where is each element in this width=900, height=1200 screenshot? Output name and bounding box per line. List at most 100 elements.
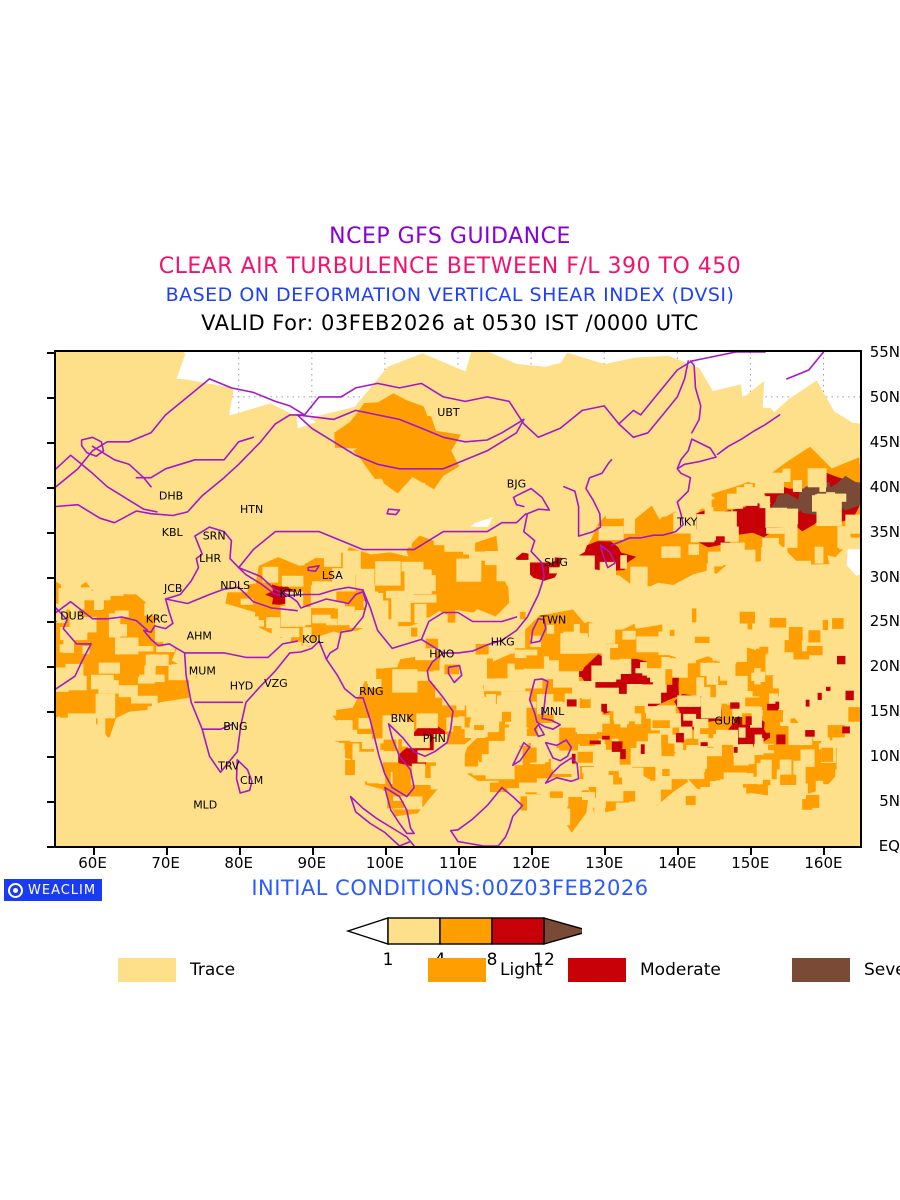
legend-item: Light xyxy=(428,958,542,982)
lon-tick-label: 80E xyxy=(224,854,253,872)
cat-contour-field xyxy=(56,352,860,846)
city-label: KOL xyxy=(302,633,324,646)
city-label: SRN xyxy=(203,530,226,543)
legend: Trace Light Moderate Severe xyxy=(0,958,900,986)
lon-tick-mark xyxy=(604,848,607,855)
coastlines-and-borders xyxy=(56,352,825,846)
legend-swatch xyxy=(568,958,626,982)
lat-tick-label: 30N xyxy=(869,567,900,586)
legend-label: Severe xyxy=(864,959,900,980)
legend-label: Light xyxy=(500,959,543,980)
lat-tick-mark xyxy=(47,576,54,579)
lon-tick-mark xyxy=(531,848,534,855)
city-label: UBT xyxy=(437,406,460,419)
lon-tick-mark xyxy=(458,848,460,855)
title-subtitle-product: CLEAR AIR TURBULENCE BETWEEN F/L 390 TO … xyxy=(158,254,742,279)
city-label: DHB xyxy=(159,489,183,502)
lat-tick-mark xyxy=(47,756,54,759)
initial-conditions-text: INITIAL CONDITIONS:00Z03FEB2026 xyxy=(251,876,649,900)
city-label: TWN xyxy=(539,613,566,626)
lat-tick-mark xyxy=(47,621,54,624)
lon-tick-mark xyxy=(677,848,680,855)
city-label: RNG xyxy=(359,685,383,698)
lon-tick-mark xyxy=(165,848,168,855)
city-label: LHR xyxy=(199,552,221,565)
lat-tick-mark xyxy=(47,486,54,489)
lat-tick-label: 10N xyxy=(869,747,900,766)
lat-tick-label: 15N xyxy=(869,702,900,721)
legend-label: Moderate xyxy=(640,959,721,980)
cat-forecast-map[interactable]: DUB KRC KBL DHB HTN SRN LHR JCB NDLS AHM MUM HYD VZG… xyxy=(54,350,862,848)
city-label: BNG xyxy=(223,720,247,733)
lat-tick-label: 5N xyxy=(879,792,900,811)
lat-tick-mark xyxy=(47,441,54,444)
city-label: KRC xyxy=(146,612,168,625)
weaclim-label: WEACLIM xyxy=(28,882,97,898)
lon-tick-mark xyxy=(384,848,387,855)
page-title: NCEP GFS GUIDANCE xyxy=(329,224,571,249)
lon-tick-mark xyxy=(823,848,826,855)
legend-item: Trace xyxy=(118,958,235,982)
lat-tick-label: 50N xyxy=(869,387,900,406)
lat-tick-mark xyxy=(47,801,54,804)
city-label: MNL xyxy=(540,705,565,718)
legend-swatch xyxy=(118,958,176,982)
city-label: KBL xyxy=(162,526,184,539)
weaclim-circle-icon xyxy=(8,882,23,898)
city-label: GUM xyxy=(714,715,740,728)
lon-tick-label: 70E xyxy=(151,854,180,872)
lon-tick-label: 150E xyxy=(731,854,770,872)
lat-tick-label: EQ xyxy=(878,837,900,855)
lon-tick-mark xyxy=(311,848,314,855)
city-label: TKY xyxy=(676,515,698,528)
city-label: HKG xyxy=(491,636,515,649)
lat-tick-label: 40N xyxy=(869,477,900,496)
lon-tick-label: 130E xyxy=(585,854,624,872)
legend-label: Trace xyxy=(190,959,236,980)
lon-tick-label: 110E xyxy=(438,854,478,872)
colorbar-bin xyxy=(491,917,545,945)
lat-tick-label: 35N xyxy=(869,522,900,541)
colorbar-tick-label: 12 xyxy=(533,950,555,970)
title-subtitle-method: BASED ON DEFORMATION VERTICAL SHEAR INDE… xyxy=(165,284,735,306)
colorbar: 14812 xyxy=(342,916,582,969)
legend-item: Severe xyxy=(792,958,900,982)
city-label: AHM xyxy=(187,629,212,642)
lon-tick-label: 100E xyxy=(365,854,404,872)
city-label: BNK xyxy=(391,712,415,725)
legend-swatch xyxy=(792,958,850,982)
lon-tick-mark xyxy=(750,848,753,855)
lat-tick-label: 20N xyxy=(869,657,900,676)
city-label: DUB xyxy=(60,610,84,623)
lon-tick-label: 120E xyxy=(512,854,551,872)
city-label: HYD xyxy=(230,680,253,693)
lat-tick-mark xyxy=(47,531,54,534)
lat-tick-mark xyxy=(47,846,54,848)
title-block: NCEP GFS GUIDANCE CLEAR AIR TURBULENCE B… xyxy=(0,222,900,338)
colorbar-swatches xyxy=(345,917,582,945)
city-label: JCB xyxy=(163,582,182,595)
title-valid-time: VALID For: 03FEB2026 at 0530 IST /0000 U… xyxy=(201,311,699,335)
city-label: SHG xyxy=(544,556,568,569)
city-label: MLD xyxy=(193,798,217,811)
lat-tick-label: 45N xyxy=(869,432,900,451)
colorbar-bin xyxy=(387,917,441,945)
city-label: LSA xyxy=(322,569,343,582)
city-labels: DUB KRC KBL DHB HTN SRN LHR JCB NDLS AHM MUM HYD VZG… xyxy=(60,406,740,812)
legend-swatch xyxy=(428,958,486,982)
city-label: TRV xyxy=(217,760,240,773)
lon-tick-mark xyxy=(92,848,95,855)
lat-tick-mark xyxy=(47,666,54,669)
lat-tick-label: 55N xyxy=(869,343,900,361)
map-canvas: DUB KRC KBL DHB HTN SRN LHR JCB NDLS AHM MUM HYD VZG… xyxy=(56,352,860,846)
colorbar-bin xyxy=(439,917,493,945)
lat-tick-mark xyxy=(47,352,54,354)
colorbar-tick-label: 8 xyxy=(486,950,498,970)
city-label: PHN xyxy=(423,732,446,745)
lon-tick-label: 90E xyxy=(297,854,327,872)
city-label: NDLS xyxy=(220,579,250,592)
weaclim-logo: WEACLIM xyxy=(4,879,103,901)
colorbar-over-arrow xyxy=(543,917,582,945)
city-label: CLM xyxy=(240,774,263,787)
lat-tick-label: 25N xyxy=(869,612,900,631)
